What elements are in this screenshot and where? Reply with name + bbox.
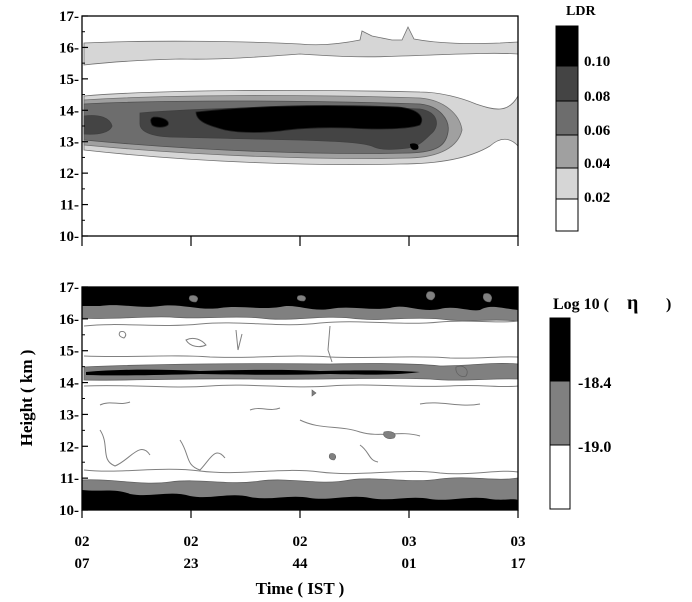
eta-small-cells	[188, 291, 492, 461]
x-tick-label-hour: 03	[511, 534, 526, 550]
x-axis-title: Time ( IST )	[256, 579, 345, 598]
y-tick-label: 17-	[59, 9, 79, 25]
y-tick-label: 11-	[60, 198, 79, 214]
eta-colorbar: Log 10 ( η ) -18.4 -19.0	[549, 292, 671, 510]
y-tick-label: 14-	[59, 376, 79, 392]
ldr-swatch-002	[555, 167, 579, 200]
x-tick-label-hour: 03	[402, 534, 417, 550]
y-tick-label: 11-	[60, 471, 79, 487]
top-panel: 10- 11- 12- 13- 14- 15- 16- 17- LDR 0.10 0.08 0…	[59, 4, 611, 246]
x-tick-label-minute: 44	[293, 556, 309, 572]
y-tick-label: 12-	[59, 166, 79, 182]
eta-region-mid-spot	[455, 365, 468, 377]
eta-region-bottom-black	[82, 490, 518, 510]
ldr-level-label: 0.08	[584, 89, 610, 105]
eta-contour-lines	[83, 320, 519, 475]
eta-level-label: -19.0	[578, 439, 611, 456]
ldr-level-label: 0.02	[584, 190, 610, 206]
ldr-region-spot	[410, 143, 419, 150]
y-tick-label: 15-	[59, 72, 79, 88]
y-tick-label: 15-	[59, 344, 79, 360]
x-tick-label-minute: 17	[511, 556, 527, 572]
ldr-swatch-008	[555, 65, 579, 102]
ldr-level-label: 0.04	[584, 156, 611, 172]
top-y-axis: 10- 11- 12- 13- 14- 15- 16- 17-	[59, 9, 88, 245]
x-tick-label-hour: 02	[293, 534, 308, 550]
y-tick-label: 10-	[59, 503, 79, 519]
eta-swatch-mid	[549, 380, 571, 446]
y-tick-label: 10-	[59, 229, 79, 245]
x-tick-label-minute: 23	[184, 556, 199, 572]
y-tick-label: 16-	[59, 312, 79, 328]
eta-swatch-high	[549, 317, 571, 382]
bottom-y-axis: 10- 11- 12- 13- 14- 15- 16- 17-	[59, 280, 88, 519]
x-tick-label-hour: 02	[184, 534, 199, 550]
eta-colorbar-title-suffix: )	[666, 296, 671, 313]
x-tick-label-minute: 01	[402, 556, 417, 572]
ldr-level-label: 0.06	[584, 123, 611, 139]
y-tick-label: 12-	[59, 439, 79, 455]
y-axis-title: Height ( km )	[17, 350, 36, 447]
ldr-swatch-000	[555, 198, 579, 232]
y-tick-label: 16-	[59, 40, 79, 56]
y-tick-label: 14-	[59, 103, 79, 119]
eta-colorbar-title-prefix: Log 10 (	[553, 296, 609, 313]
ldr-swatch-004	[555, 134, 579, 169]
x-tick-label-minute: 07	[75, 556, 91, 572]
y-tick-label: 17-	[59, 280, 79, 296]
eta-colorbar-title-symbol: η	[627, 292, 638, 314]
ldr-region-main-010	[150, 105, 423, 133]
ldr-swatch-010	[555, 25, 579, 67]
eta-level-label: -18.4	[578, 375, 611, 392]
y-tick-label: 13-	[59, 407, 79, 423]
ldr-swatch-006	[555, 100, 579, 136]
top-x-ticks	[81, 236, 519, 246]
x-tick-label-hour: 02	[75, 534, 90, 550]
eta-region-mid-black	[86, 369, 420, 376]
ldr-colorbar: LDR 0.10 0.08 0.06 0.04 0.02	[555, 4, 611, 232]
eta-swatch-low	[549, 444, 571, 510]
bottom-panel: 10-11-12-13-14-15-16-17- 020702230244030…	[17, 280, 671, 598]
ldr-colorbar-title: LDR	[566, 4, 596, 19]
ldr-region-upper-layer	[83, 26, 519, 66]
bottom-x-axis: 02 07 02 23 02 44 03 01 03 17	[75, 510, 527, 572]
y-tick-label: 13-	[59, 135, 79, 151]
ldr-level-label: 0.10	[584, 54, 610, 70]
